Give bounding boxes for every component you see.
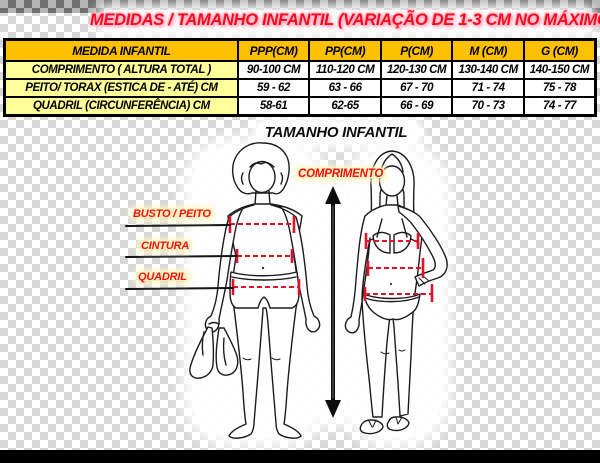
table-header-row: MEDIDA INFANTIL PPP(CM) PP(CM) P(CM) M (…	[3, 38, 597, 62]
column-header: G (CM)	[522, 38, 597, 62]
boy-flipper-straps	[201, 321, 227, 366]
size-value-cell: 67 - 70	[379, 78, 454, 98]
cintura-connector	[125, 255, 238, 258]
boy-swim-trunks	[229, 271, 300, 309]
column-header: PP(CM)	[308, 38, 382, 62]
size-value-cell: 140-150 CM	[522, 60, 597, 80]
size-table: MEDIDA INFANTIL PPP(CM) PP(CM) P(CM) M (…	[3, 38, 597, 117]
size-value-cell: 120-130 CM	[379, 60, 454, 80]
title-halo	[102, 10, 590, 32]
girl-neck	[385, 194, 399, 207]
bottom-black-bar	[0, 450, 600, 463]
boy-fringe	[240, 161, 284, 185]
girl-sandal-straps	[368, 416, 403, 428]
girl-bikini-waistband	[364, 296, 420, 303]
height-arrow	[325, 186, 341, 418]
transparency-checker-strip	[0, 0, 600, 13]
heading-halo	[258, 122, 418, 143]
label-quadril: QUADRIL	[136, 271, 189, 283]
size-value-cell: 90-100 CM	[236, 60, 311, 80]
label-busto-peito: BUSTO / PEITO	[131, 208, 213, 220]
size-value-cell: 62-65	[308, 96, 382, 117]
size-value-cell: 66 - 69	[379, 96, 454, 117]
boy-trunks-waistband	[231, 276, 297, 281]
girl-akimbo-arm	[397, 205, 448, 287]
boy-neck	[254, 190, 271, 206]
boy-figure	[189, 142, 321, 439]
table-row: COMPRIMENTO ( ALTURA TOTAL ) 90-100 CM 1…	[3, 60, 597, 80]
size-value-cell: 75 - 78	[522, 78, 597, 98]
size-value-cell: 74 - 77	[522, 96, 597, 117]
boy-knee-lines	[242, 357, 281, 361]
label-comprimento: COMPRIMENTO	[296, 168, 386, 180]
boy-face	[248, 160, 276, 194]
column-header: P(CM)	[379, 38, 454, 62]
row-label: QUADRIL (CIRCUNFERÊNCIA) CM	[3, 96, 239, 117]
busto-connector	[125, 224, 231, 227]
girl-figure	[344, 150, 448, 435]
label-cintura: CINTURA	[139, 240, 192, 252]
table-row: PEITO/ TORAX (ESTICA DE - ATÉ) CM 59 - 6…	[3, 78, 597, 98]
page-title: MEDIDAS / TAMANHO INFANTIL (VARIAÇÃO DE …	[90, 11, 600, 29]
girl-navel	[389, 282, 393, 286]
row-label: PEITO/ TORAX (ESTICA DE - ATÉ) CM	[3, 78, 239, 98]
column-header: MEDIDA INFANTIL	[3, 38, 239, 62]
arrow-head-down	[325, 400, 341, 418]
table-row: QUADRIL (CIRCUNFERÊNCIA) CM 58-61 62-65 …	[3, 96, 597, 117]
girl-knee-lines	[380, 349, 406, 355]
size-value-cell: 71 - 74	[451, 78, 525, 98]
arrow-head-up	[325, 186, 341, 204]
size-value-cell: 110-120 CM	[308, 60, 382, 80]
girl-bikini-straps	[365, 218, 420, 244]
connector-lines	[125, 224, 238, 290]
column-header: M (CM)	[451, 38, 525, 62]
boy-right-arm	[270, 204, 321, 333]
boy-navel	[261, 266, 265, 270]
size-value-cell: 59 - 62	[236, 78, 311, 98]
boy-flippers	[189, 326, 239, 379]
size-value-cell: 130-140 CM	[451, 60, 525, 80]
girl-face	[378, 165, 406, 197]
size-value-cell: 63 - 66	[308, 78, 382, 98]
size-value-cell: 58-61	[236, 96, 311, 117]
size-value-cell: 70 - 73	[451, 96, 525, 117]
section-heading: TAMANHO INFANTIL	[264, 124, 408, 141]
quadril-connector	[125, 287, 234, 290]
row-label: COMPRIMENTO ( ALTURA TOTAL )	[3, 60, 239, 80]
column-header: PPP(CM)	[236, 38, 311, 62]
